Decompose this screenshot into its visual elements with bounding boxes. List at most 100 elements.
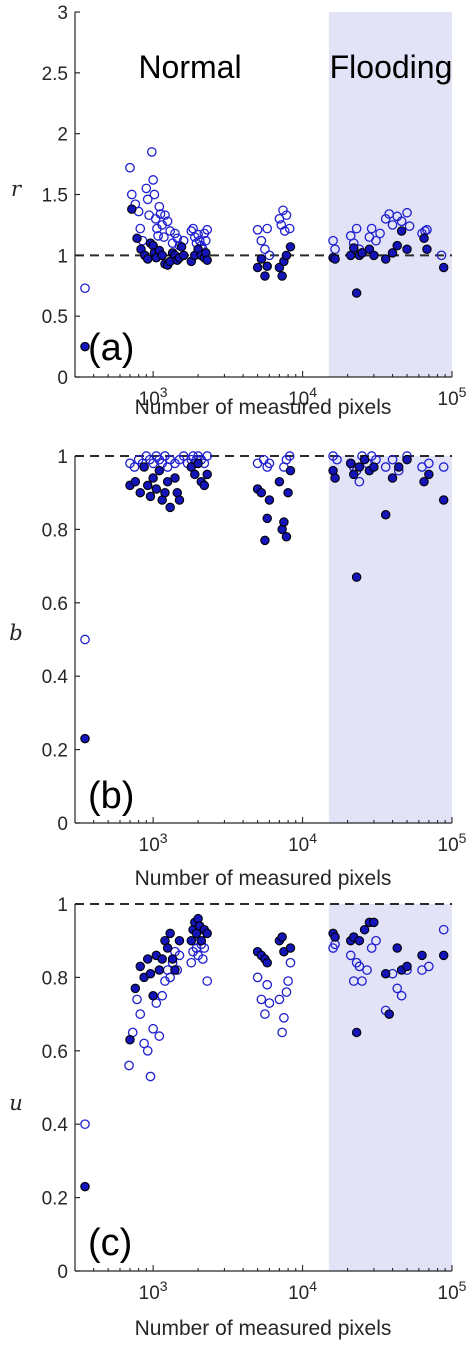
data-point-filled (369, 462, 379, 472)
data-point-open (202, 451, 213, 461)
data-point-open (200, 235, 211, 246)
data-point-filled (387, 473, 398, 483)
data-point-filled (359, 454, 370, 465)
data-point-filled (351, 572, 362, 582)
data-point-filled (438, 950, 449, 961)
y-tick-label: 0.2 (42, 741, 68, 762)
data-point-filled (151, 484, 162, 494)
data-point-open (141, 183, 152, 194)
data-point-filled (170, 473, 180, 483)
data-point-open (80, 634, 90, 645)
y-tick-label: 0.6 (42, 1042, 68, 1063)
data-point-open (178, 451, 189, 461)
data-point-filled (438, 495, 449, 505)
y-tick-label: 0 (57, 814, 68, 835)
data-point-filled (424, 469, 434, 480)
y-tick-label: 0.4 (42, 1115, 69, 1136)
data-point-filled (176, 242, 187, 252)
data-point-open (135, 223, 146, 234)
y-tick-label: 3 (57, 3, 68, 24)
data-point-filled (417, 950, 427, 961)
data-point-open (283, 976, 293, 986)
data-point-filled (422, 244, 432, 255)
data-point-filled (279, 517, 289, 527)
data-point-filled (178, 250, 189, 261)
data-point-open (380, 213, 391, 224)
data-point-filled (256, 487, 267, 498)
data-point-filled (285, 943, 296, 953)
data-point-filled (419, 476, 429, 487)
data-point-filled (148, 990, 158, 1001)
data-point-open (154, 201, 165, 212)
y-axis-label-r: r (11, 177, 23, 201)
x-axis-label-b: Number of measured pixels (135, 867, 392, 890)
data-point-open (371, 935, 381, 946)
data-point-filled (145, 968, 156, 979)
data-point-filled (402, 454, 412, 465)
data-point-open (186, 957, 197, 968)
data-point-open (366, 943, 377, 953)
y-tick-label: 1.5 (42, 186, 68, 207)
data-point-filled (154, 465, 165, 476)
data-point-open (129, 462, 140, 472)
data-point-open (424, 458, 434, 469)
data-point-filled (125, 1035, 135, 1045)
data-point-open (145, 1071, 156, 1082)
data-point-filled (380, 509, 391, 520)
data-point-filled (130, 983, 141, 994)
y-tick-label: 0.8 (42, 968, 68, 989)
y-tick-label: 1 (57, 895, 68, 916)
data-point-filled (357, 248, 367, 258)
data-point-filled (348, 243, 359, 253)
data-point-open (402, 207, 412, 218)
data-point-filled (130, 476, 141, 487)
x-tick-label: 103 (139, 1278, 168, 1304)
data-point-open (396, 216, 407, 227)
data-point-open (252, 458, 263, 469)
data-point-open (146, 147, 157, 157)
data-point-open (366, 223, 377, 234)
panel-b: 0 0.2 0.4 0.6 0.8 1 103 104 105 (b) b Number of … (9, 447, 466, 890)
y-tick-label: 0.5 (42, 307, 68, 328)
data-point-filled (419, 233, 429, 244)
data-point-filled (281, 250, 292, 261)
data-point-filled (186, 935, 197, 946)
data-point-filled (132, 233, 142, 244)
y-axis-label-b: b (9, 621, 22, 645)
data-point-filled (162, 476, 173, 487)
data-point-open (284, 223, 295, 234)
data-point-open (274, 994, 285, 1005)
data-point-open (80, 1119, 90, 1130)
data-point-filled (274, 476, 285, 487)
x-axis-label-c: Number of measured pixels (135, 1317, 392, 1340)
data-point-open (142, 194, 153, 205)
data-point-filled (285, 465, 296, 476)
panel-label-a: (a) (88, 327, 134, 369)
data-point-open (148, 175, 158, 185)
data-point-filled (392, 943, 402, 953)
data-point-filled (348, 469, 359, 480)
data-point-open (252, 224, 263, 235)
data-point-filled (380, 968, 391, 979)
data-point-open (284, 451, 295, 461)
data-point-filled (165, 928, 175, 939)
data-point-filled (369, 250, 379, 261)
data-point-filled (260, 535, 270, 546)
data-point-filled (393, 462, 404, 472)
data-point-open (387, 220, 398, 230)
data-point-open (256, 235, 267, 246)
data-point-filled (402, 961, 412, 972)
data-point-open (392, 983, 403, 994)
data-point-filled (157, 250, 167, 261)
data-point-filled (202, 255, 212, 265)
data-point-open (149, 189, 160, 200)
data-point-filled (277, 271, 287, 281)
data-point-filled (174, 935, 185, 946)
data-point-open (354, 961, 365, 972)
data-point-open (165, 972, 176, 983)
data-point-open (264, 998, 275, 1008)
data-point-filled (351, 288, 362, 298)
data-point-filled (262, 957, 272, 968)
data-point-filled (165, 502, 175, 513)
